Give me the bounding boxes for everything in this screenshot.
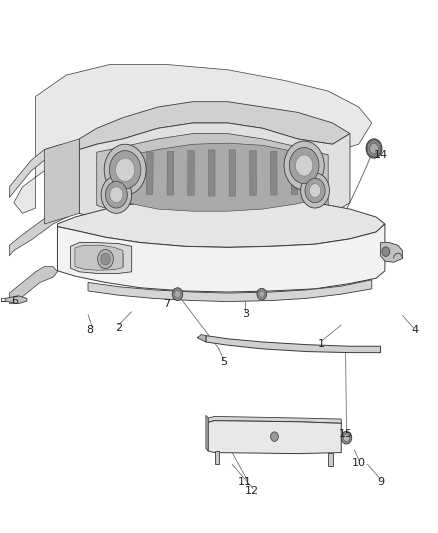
Text: 4: 4 [412, 325, 419, 335]
Circle shape [104, 144, 146, 195]
Text: 5: 5 [220, 357, 227, 367]
Polygon shape [206, 415, 208, 451]
Circle shape [309, 183, 321, 197]
Polygon shape [97, 134, 328, 222]
Circle shape [341, 431, 352, 444]
Circle shape [98, 249, 113, 269]
Text: 9: 9 [377, 477, 384, 487]
Polygon shape [291, 152, 298, 195]
Polygon shape [14, 64, 372, 213]
Circle shape [101, 253, 110, 265]
Polygon shape [328, 453, 333, 466]
Polygon shape [88, 280, 372, 302]
Circle shape [101, 176, 132, 213]
Circle shape [116, 158, 135, 181]
Polygon shape [10, 266, 57, 304]
Polygon shape [250, 151, 256, 196]
Text: 10: 10 [352, 458, 366, 468]
Polygon shape [208, 416, 341, 423]
Text: 11: 11 [238, 477, 252, 487]
Text: 14: 14 [374, 150, 388, 160]
Polygon shape [208, 421, 341, 454]
Polygon shape [88, 251, 123, 269]
Polygon shape [79, 123, 350, 232]
Text: 1: 1 [318, 338, 325, 349]
Circle shape [257, 288, 267, 300]
Circle shape [382, 247, 390, 256]
Text: 7: 7 [163, 298, 170, 309]
Polygon shape [126, 153, 133, 194]
Polygon shape [381, 243, 403, 262]
Circle shape [174, 290, 180, 298]
Circle shape [289, 148, 319, 183]
Circle shape [370, 143, 378, 154]
Polygon shape [5, 296, 27, 304]
Polygon shape [270, 151, 277, 195]
Polygon shape [146, 152, 153, 195]
Text: 8: 8 [87, 325, 94, 335]
Circle shape [300, 173, 329, 208]
Text: 2: 2 [115, 322, 122, 333]
Circle shape [259, 291, 265, 297]
Polygon shape [215, 451, 219, 464]
Circle shape [110, 151, 141, 189]
Circle shape [110, 187, 123, 203]
Polygon shape [10, 203, 97, 256]
Text: 3: 3 [242, 309, 249, 319]
Polygon shape [197, 335, 206, 342]
Circle shape [366, 139, 382, 158]
Polygon shape [206, 336, 381, 353]
Polygon shape [10, 144, 79, 197]
Polygon shape [71, 243, 132, 273]
Polygon shape [311, 152, 318, 194]
Polygon shape [114, 143, 319, 211]
Circle shape [172, 288, 183, 301]
Circle shape [305, 178, 325, 203]
Polygon shape [75, 245, 123, 270]
Polygon shape [79, 102, 350, 150]
Polygon shape [208, 150, 215, 196]
Polygon shape [57, 198, 385, 247]
Circle shape [106, 181, 127, 208]
Text: 6: 6 [11, 296, 18, 306]
Polygon shape [188, 151, 194, 196]
Circle shape [284, 141, 324, 190]
Polygon shape [229, 150, 236, 196]
Circle shape [343, 434, 350, 441]
Polygon shape [44, 139, 79, 224]
Polygon shape [57, 224, 385, 292]
Text: 12: 12 [245, 486, 259, 496]
Text: 15: 15 [339, 429, 353, 439]
Circle shape [295, 155, 313, 176]
Polygon shape [167, 151, 174, 195]
Circle shape [271, 432, 279, 441]
